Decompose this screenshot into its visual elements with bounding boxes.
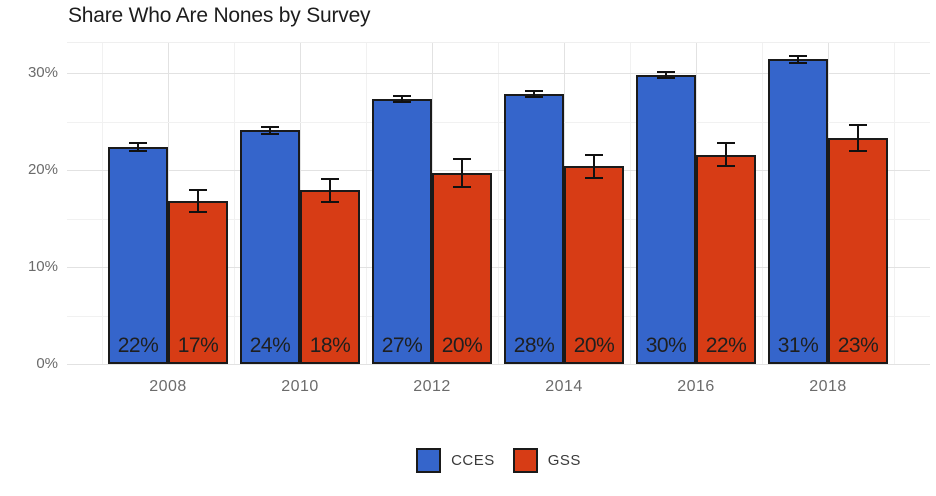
error-bar-cces-2014 (533, 91, 535, 98)
bar-cces-2018 (768, 59, 828, 364)
bar-cces-2012 (372, 99, 432, 364)
bar-label-gss-2014: 20% (573, 334, 615, 357)
error-bar-cces-2014-cap-bottom (525, 96, 543, 99)
legend-swatch-gss (512, 448, 538, 473)
error-bar-cces-2016 (665, 72, 667, 78)
error-bar-gss-2018-cap-bottom (849, 149, 867, 152)
x-tick-label: 2014 (545, 378, 583, 395)
error-bar-cces-2008-cap-bottom (129, 149, 147, 152)
x-tick-label: 2018 (809, 378, 847, 395)
gridline-horizontal-minor (67, 315, 930, 317)
bar-cces-2014 (504, 94, 564, 364)
error-bar-cces-2010 (269, 126, 271, 134)
chart-title: Share Who Are Nones by Survey (68, 4, 371, 27)
legend-item-cces: CCES (416, 448, 495, 473)
gridline-vertical-minor (234, 43, 235, 364)
error-bar-gss-2008 (197, 189, 199, 213)
gridline-vertical-minor (894, 43, 895, 364)
gridline-vertical-minor (102, 43, 103, 364)
error-bar-gss-2016-cap-bottom (717, 165, 735, 168)
bar-label-gss-2012: 20% (441, 334, 483, 357)
error-bar-cces-2012 (401, 96, 403, 103)
gridline-horizontal-minor (67, 218, 930, 220)
bar-label-cces-2016: 30% (645, 334, 687, 357)
error-bar-cces-2008 (137, 142, 139, 151)
gridline-horizontal-major (67, 364, 930, 365)
gridline-horizontal-minor (67, 121, 930, 123)
error-bar-cces-2018-cap-top (789, 55, 807, 58)
bar-cces-2008 (108, 146, 168, 364)
bar-label-cces-2010: 24% (249, 334, 291, 357)
error-bar-gss-2018 (857, 125, 859, 151)
gridline-vertical-minor (498, 43, 499, 364)
bar-cces-2016 (636, 75, 696, 364)
bar-gss-2008 (168, 201, 228, 364)
legend-swatch-cces (416, 448, 442, 473)
error-bar-cces-2010-cap-top (261, 125, 279, 128)
gridline-vertical-minor (630, 43, 631, 364)
x-tick-label: 2012 (413, 378, 451, 395)
x-tick-label: 2016 (677, 378, 715, 395)
legend: CCES GSS (67, 448, 930, 473)
error-bar-gss-2014 (593, 154, 595, 178)
y-tick-label: 10% (27, 258, 58, 276)
bar-label-cces-2018: 31% (777, 334, 819, 357)
error-bar-cces-2016-cap-top (657, 71, 675, 74)
error-bar-gss-2010-cap-bottom (321, 201, 339, 204)
error-bar-gss-2008-cap-top (189, 188, 207, 191)
gridline-vertical-minor (762, 43, 763, 364)
bar-label-cces-2008: 22% (117, 334, 159, 357)
error-bar-gss-2012-cap-top (453, 158, 471, 161)
x-tick-label: 2008 (149, 378, 187, 395)
error-bar-cces-2014-cap-top (525, 90, 543, 93)
gridline-horizontal-major (67, 267, 930, 269)
error-bar-gss-2016 (725, 142, 727, 167)
error-bar-cces-2010-cap-bottom (261, 132, 279, 135)
y-tick-label: 20% (27, 161, 58, 179)
error-bar-gss-2016-cap-top (717, 141, 735, 144)
error-bar-cces-2018 (797, 56, 799, 63)
bar-label-cces-2014: 28% (513, 334, 555, 357)
gridline-horizontal-major (67, 170, 930, 172)
error-bar-cces-2012-cap-bottom (393, 101, 411, 104)
bar-label-gss-2016: 22% (705, 334, 747, 357)
gridline-horizontal-major (67, 73, 930, 75)
error-bar-gss-2008-cap-bottom (189, 211, 207, 214)
legend-label-cces: CCES (451, 452, 495, 469)
y-tick-label: 30% (27, 64, 58, 82)
bar-gss-2018 (828, 138, 888, 364)
error-bar-gss-2014-cap-top (585, 153, 603, 156)
y-tick-label: 0% (36, 355, 58, 372)
plot-panel: 22% 24% 27% 28% 30% 31% 17% 18% 20% 20% 22% 23% (67, 42, 930, 365)
error-bar-cces-2018-cap-bottom (789, 61, 807, 64)
x-tick-label: 2010 (281, 378, 319, 395)
legend-label-gss: GSS (547, 452, 581, 469)
error-bar-gss-2010-cap-top (321, 177, 339, 180)
bar-label-gss-2008: 17% (177, 334, 219, 357)
bar-label-gss-2018: 23% (837, 334, 879, 357)
error-bar-gss-2018-cap-top (849, 124, 867, 127)
error-bar-gss-2012-cap-bottom (453, 185, 471, 188)
legend-item-gss: GSS (512, 448, 581, 473)
bar-label-cces-2012: 27% (381, 334, 423, 357)
error-bar-gss-2010 (329, 178, 331, 203)
bar-gss-2014 (564, 166, 624, 364)
error-bar-gss-2012 (461, 159, 463, 187)
error-bar-cces-2008-cap-top (129, 141, 147, 144)
error-bar-gss-2014-cap-bottom (585, 176, 603, 179)
bar-gss-2016 (696, 154, 756, 364)
bar-label-gss-2010: 18% (309, 334, 351, 357)
bar-cces-2010 (240, 130, 300, 364)
gridline-vertical-minor (366, 43, 367, 364)
error-bar-cces-2012-cap-top (393, 95, 411, 98)
error-bar-cces-2016-cap-bottom (657, 76, 675, 79)
